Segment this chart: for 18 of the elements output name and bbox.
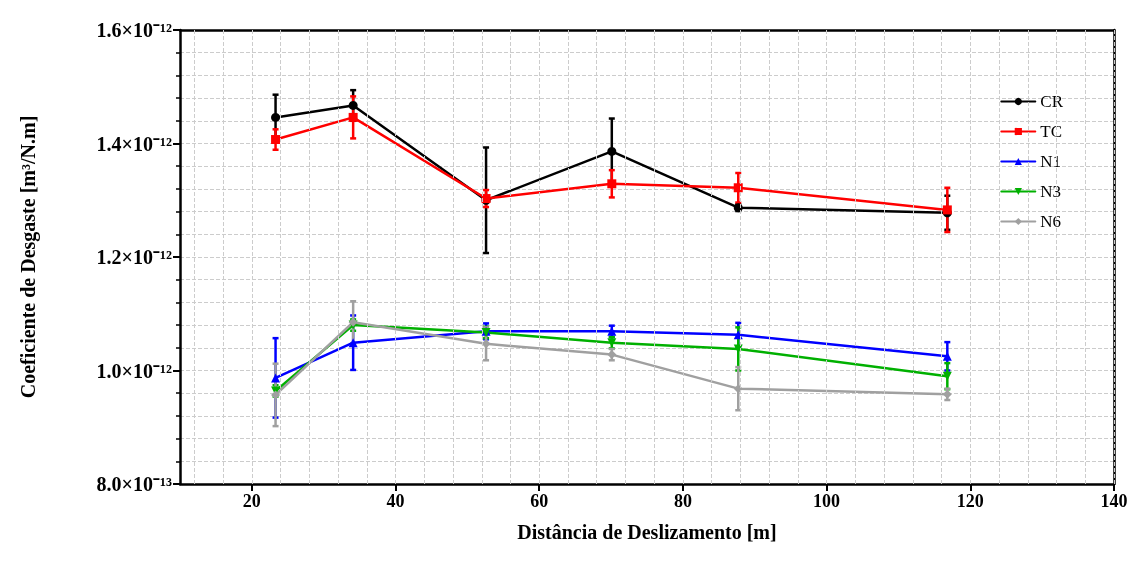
y-axis-title: Coeficiente de Desgaste [m³/N.m] — [17, 115, 40, 399]
y-tick-label: 1.6×10⁻¹² — [96, 19, 172, 41]
x-tick-label: 40 — [386, 491, 405, 511]
x-tick-label: 20 — [242, 491, 261, 511]
y-tick-label: 1.4×10⁻¹² — [96, 132, 172, 155]
legend-label: N6 — [1040, 212, 1062, 231]
x-tick-label: 140 — [1100, 491, 1128, 511]
legend-label: TC — [1040, 122, 1063, 141]
x-tick-label: 100 — [813, 491, 841, 511]
y-tick-label: 1.0×10⁻¹² — [96, 359, 172, 382]
x-tick-label: 80 — [673, 491, 692, 511]
x-axis-title: Distância de Deslizamento [m] — [517, 521, 777, 543]
legend-label: N3 — [1040, 182, 1062, 201]
y-tick-label: 8.0×10⁻¹³ — [96, 473, 172, 495]
y-tick-label: 1.2×10⁻¹² — [96, 246, 172, 268]
x-tick-label: 120 — [956, 491, 984, 511]
legend-label: CR — [1040, 92, 1064, 111]
x-tick-label: 60 — [530, 491, 549, 511]
